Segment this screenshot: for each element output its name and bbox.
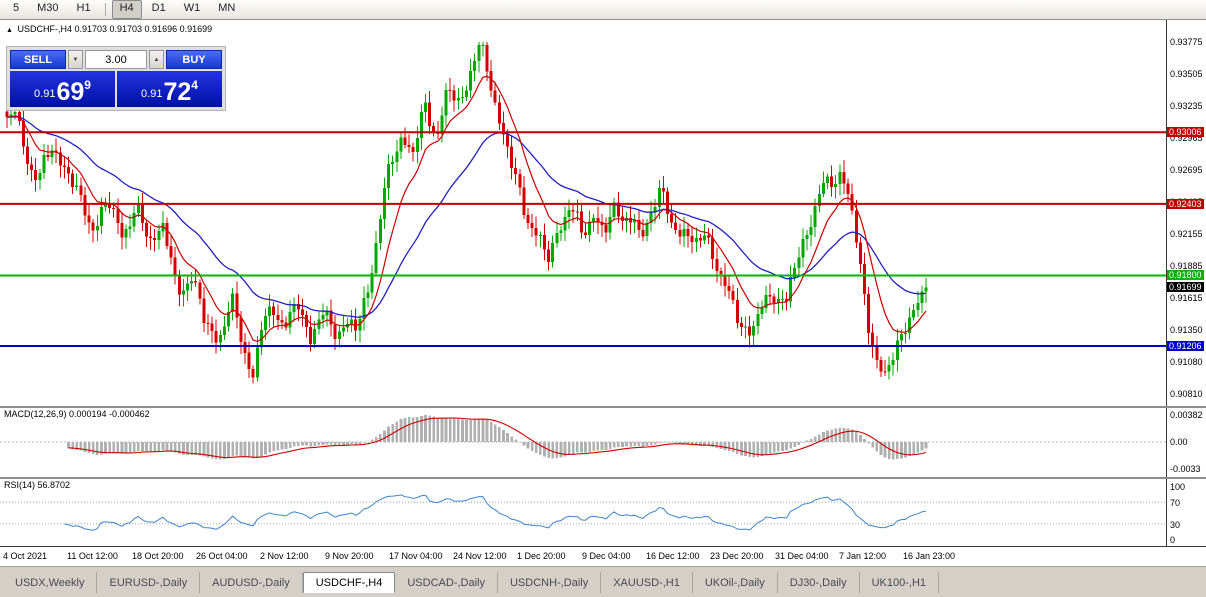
chart-title: ▲ USDCHF-,H4 0.91703 0.91703 0.91696 0.9…: [6, 24, 212, 34]
time-axis-label: 31 Dec 04:00: [775, 551, 829, 561]
tab-dj30-daily[interactable]: DJ30-,Daily: [778, 572, 860, 593]
time-axis-label: 16 Jan 23:00: [903, 551, 956, 561]
timeframe-button-h4[interactable]: H4: [111, 0, 142, 19]
tab-usdcnh-daily[interactable]: USDCNH-,Daily: [498, 572, 602, 593]
timeframe-button-5[interactable]: 5: [13, 2, 20, 14]
timeframe-toolbar: 5 M30 H1 H4 D1 W1 MN: [0, 0, 1206, 20]
rsi-panel: RSI(14) 56.8702: [0, 478, 1166, 546]
price-tick-label: 0.93235: [1170, 101, 1203, 111]
chart-symbol-arrow-icon: ▲: [6, 27, 13, 34]
macd-histogram: [67, 415, 928, 460]
time-axis[interactable]: 4 Oct 2021 11 Oct 12:00 18 Oct 20:00 26 Oct…: [0, 546, 1206, 566]
rsi-axis-label: 30: [1170, 520, 1181, 530]
time-axis-label: 26 Oct 04:00: [196, 551, 248, 561]
time-axis-label: 23 Dec 20:00: [710, 551, 764, 561]
price-level-badge-0.92403: 0.92403: [1167, 199, 1204, 209]
buy-price-pip-digit: 4: [191, 78, 198, 92]
ma-slow-line: [6, 116, 927, 318]
tab-uk100-h1[interactable]: UK100-,H1: [860, 572, 940, 593]
price-level-badge-0.93006: 0.93006: [1167, 127, 1204, 137]
chart-tab-bar: USDX,Weekly EURUSD-,Daily AUDUSD-,Daily USD…: [0, 566, 1206, 597]
rsi-axis-label: 0: [1170, 535, 1176, 545]
macd-axis-label: 0.00: [1170, 437, 1188, 447]
timeframe-button-h1[interactable]: H1: [76, 2, 91, 14]
tab-audusd-daily[interactable]: AUDUSD-,Daily: [200, 572, 303, 593]
timeframe-button-d1[interactable]: D1: [151, 2, 166, 14]
trade-controls-row: SELL ▼ ▲ BUY: [10, 50, 222, 69]
time-axis-label: 18 Oct 20:00: [132, 551, 184, 561]
price-level-badge-0.91206: 0.91206: [1167, 341, 1204, 351]
price-tick-label: 0.92695: [1170, 165, 1203, 175]
time-axis-label: 1 Dec 20:00: [517, 551, 566, 561]
price-chart-canvas[interactable]: [0, 20, 1166, 406]
sell-button[interactable]: SELL: [10, 50, 66, 69]
tab-ukoil-daily[interactable]: UKOil-,Daily: [693, 572, 778, 593]
price-tick-label: 0.93505: [1170, 69, 1203, 79]
timeframe-button-w1[interactable]: W1: [183, 2, 201, 14]
macd-label: MACD(12,26,9) 0.000194 -0.000462: [4, 409, 150, 419]
sell-price-prefix: 0.91: [34, 88, 56, 100]
time-axis-label: 16 Dec 12:00: [646, 551, 700, 561]
macd-signal-line: [68, 417, 927, 459]
buy-button[interactable]: BUY: [166, 50, 222, 69]
rsi-label: RSI(14) 56.8702: [4, 480, 71, 490]
price-tick-label: 0.91080: [1170, 357, 1203, 367]
rsi-canvas[interactable]: [0, 478, 1166, 546]
price-tick-label: 0.92965: [1170, 133, 1203, 143]
time-axis-label: 9 Nov 20:00: [325, 551, 374, 561]
chart-ohlc-values: 0.91703 0.91703 0.91696 0.91699: [74, 24, 213, 34]
price-chart-panel: ▲ USDCHF-,H4 0.91703 0.91703 0.91696 0.9…: [0, 20, 1166, 406]
time-axis-label: 7 Jan 12:00: [839, 551, 887, 561]
price-tick-label: 0.90810: [1170, 389, 1203, 399]
price-tick-label: 0.91885: [1170, 261, 1203, 271]
volume-decrease-button[interactable]: ▼: [68, 50, 83, 69]
sell-price-pip-digit: 9: [84, 78, 91, 92]
rsi-axis-label: 100: [1170, 482, 1186, 492]
tab-usdx-weekly[interactable]: USDX,Weekly: [3, 572, 98, 593]
sell-price-display[interactable]: 0.91 69 9: [10, 71, 115, 107]
rsi-line: [64, 494, 927, 531]
toolbar-separator: [104, 3, 106, 16]
volume-input[interactable]: [85, 50, 147, 69]
trade-prices-row: 0.91 69 9 0.91 72 4: [10, 71, 222, 107]
price-tick-label: 0.91615: [1170, 293, 1203, 303]
rsi-panel-separator[interactable]: [0, 477, 1206, 479]
time-axis-label: 2 Nov 12:00: [260, 551, 309, 561]
timeframe-button-m30[interactable]: M30: [37, 2, 59, 14]
time-axis-label: 11 Oct 12:00: [67, 551, 118, 561]
price-tick-label: 0.93775: [1170, 37, 1203, 47]
macd-axis-label: 0.00382: [1170, 410, 1203, 420]
time-axis-label: 24 Nov 12:00: [453, 551, 507, 561]
tab-xauusd-h1[interactable]: XAUUSD-,H1: [601, 572, 693, 593]
macd-panel-separator[interactable]: [0, 406, 1206, 408]
sell-price-big-digits: 69: [56, 78, 85, 106]
price-axis[interactable]: 0.93775 0.93505 0.93235 0.92965 0.92695 0.924…: [1166, 20, 1206, 546]
macd-panel: MACD(12,26,9) 0.000194 -0.000462: [0, 407, 1166, 477]
time-axis-label: 4 Oct 2021: [3, 551, 48, 561]
timeframe-button-mn[interactable]: MN: [218, 2, 236, 14]
chart-tabs: USDX,Weekly EURUSD-,Daily AUDUSD-,Daily USD…: [3, 572, 1206, 593]
one-click-trading-panel: SELL ▼ ▲ BUY 0.91 69 9 0.91 72 4: [6, 46, 226, 111]
tab-eurusd-daily[interactable]: EURUSD-,Daily: [97, 572, 201, 593]
tab-usdcad-daily[interactable]: USDCAD-,Daily: [395, 572, 498, 593]
price-level-badge-0.91800: 0.91800: [1167, 270, 1204, 280]
rsi-axis-label: 70: [1170, 498, 1181, 508]
price-level-badge-0.91699: 0.91699: [1167, 282, 1204, 292]
time-axis-label: 9 Dec 04:00: [582, 551, 631, 561]
volume-increase-button[interactable]: ▲: [149, 50, 164, 69]
buy-price-big-digits: 72: [163, 78, 192, 106]
time-axis-label: 17 Nov 04:00: [389, 551, 443, 561]
macd-axis-label: -0.0033: [1170, 464, 1201, 474]
buy-price-display[interactable]: 0.91 72 4: [117, 71, 222, 107]
price-tick-label: 0.92155: [1170, 229, 1203, 239]
ma-fast-line: [6, 75, 927, 343]
buy-price-prefix: 0.91: [141, 88, 163, 100]
price-tick-label: 0.91350: [1170, 325, 1203, 335]
tab-usdchf-h4[interactable]: USDCHF-,H4: [302, 572, 396, 593]
chart-symbol-label: USDCHF-,H4: [17, 24, 72, 34]
macd-canvas[interactable]: [0, 407, 1166, 477]
